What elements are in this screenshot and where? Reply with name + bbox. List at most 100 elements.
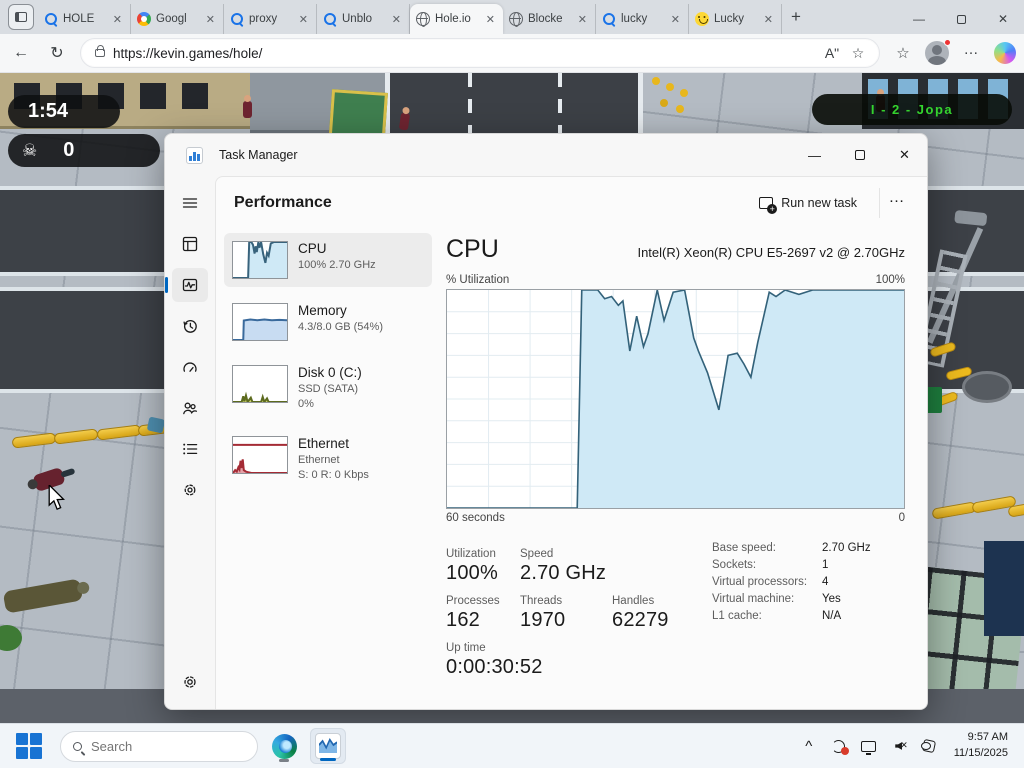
detail-label: Sockets: xyxy=(712,559,757,571)
cpu-detail-panel: CPU Intel(R) Xeon(R) CPU E5-2697 v2 @ 2.… xyxy=(438,229,927,709)
game-timer-badge: 1:54 xyxy=(8,95,120,128)
detail-value: N/A xyxy=(822,610,842,622)
task-manager-app-icon xyxy=(186,146,203,164)
stat-threads: 1970 xyxy=(520,609,566,631)
cpu-details-list: Base speed: 2.70 GHz Sockets: 1 Virtual … xyxy=(712,542,871,679)
browser-tab[interactable]: Hole.io ✕ xyxy=(410,4,503,34)
maximize-icon xyxy=(854,150,865,160)
stat-speed: 2.70 GHz xyxy=(520,562,607,584)
menu-icon xyxy=(182,198,198,208)
sidebar-item-users[interactable] xyxy=(172,391,208,425)
search-icon xyxy=(230,12,244,26)
browser-tab[interactable]: HOLE ✕ xyxy=(38,4,131,34)
clock-time: 9:57 AM xyxy=(967,731,1008,744)
sidebar-item-app-history[interactable] xyxy=(172,309,208,343)
building-left xyxy=(0,73,250,129)
tab-close-icon[interactable]: ✕ xyxy=(763,13,773,26)
browser-tab[interactable]: proxy ✕ xyxy=(224,4,317,34)
mini-chart xyxy=(232,303,288,341)
tab-close-icon[interactable]: ✕ xyxy=(112,13,122,26)
sidebar-item-services[interactable] xyxy=(172,473,208,507)
browser-tab[interactable]: lucky ✕ xyxy=(596,4,689,34)
metric-values: 4.3/8.0 GB (54%) xyxy=(298,321,383,333)
tab-close-icon[interactable]: ✕ xyxy=(205,13,215,26)
sidebar-item-performance[interactable] xyxy=(165,268,208,302)
browser-restore-button[interactable] xyxy=(940,4,982,34)
windows-taskbar: ^ ✕ 9:57 AM 11/15/2025 xyxy=(0,723,1024,768)
taskbar-clock[interactable]: 9:57 AM 11/15/2025 xyxy=(954,730,1014,762)
new-tab-button[interactable]: + xyxy=(791,7,801,26)
sidebar-item-processes[interactable] xyxy=(172,227,208,261)
browser-menu-icon[interactable]: … xyxy=(963,40,979,58)
display-icon[interactable] xyxy=(856,731,882,761)
tab-close-icon[interactable]: ✕ xyxy=(577,13,587,26)
browser-tab[interactable]: Unblo ✕ xyxy=(317,4,410,34)
tray-chevron-icon[interactable]: ^ xyxy=(805,737,813,755)
pen-menu-icon[interactable] xyxy=(916,731,942,761)
google-icon xyxy=(137,12,151,26)
performance-list-item-disk-0-c-[interactable]: Disk 0 (C:) SSD (SATA) 0% xyxy=(224,357,432,420)
back-button[interactable]: ← xyxy=(13,44,29,61)
performance-list-item-memory[interactable]: Memory 4.3/8.0 GB (54%) xyxy=(224,295,432,349)
browser-minimize-button[interactable]: — xyxy=(913,12,925,26)
sidebar-item-settings[interactable] xyxy=(172,665,208,699)
favorite-star-icon[interactable]: ☆ xyxy=(851,44,865,61)
read-aloud-icon[interactable]: Aʺ xyxy=(824,45,840,61)
favorites-bar-icon[interactable]: ☆ xyxy=(896,45,910,62)
taskbar-task-manager-button[interactable] xyxy=(310,728,346,764)
tab-close-icon[interactable]: ✕ xyxy=(670,13,680,26)
profile-avatar[interactable] xyxy=(922,38,952,68)
performance-header: Performance Run new task … xyxy=(216,177,927,229)
url-text[interactable]: https://kevin.games/hole/ xyxy=(113,45,263,61)
performance-list-item-ethernet[interactable]: Ethernet Ethernet S: 0 R: 0 Kbps xyxy=(224,428,432,491)
game-leaderboard-badge: I - 2 - Jopa xyxy=(812,94,1012,125)
more-options-icon[interactable]: … xyxy=(879,188,913,218)
detail-label: Virtual processors: xyxy=(712,576,808,588)
browser-tab-bar: HOLE ✕ Googl ✕ proxy ✕ Unblo ✕ Hole.io ✕… xyxy=(0,0,1024,34)
update-pending-icon[interactable] xyxy=(826,731,852,761)
tm-close-button[interactable]: ✕ xyxy=(899,147,910,162)
settings-gear-icon xyxy=(184,676,196,688)
start-button[interactable] xyxy=(16,733,42,759)
processes-icon xyxy=(182,236,198,252)
skull-icon: ☠ xyxy=(22,140,38,160)
taskbar-edge-button[interactable] xyxy=(266,728,302,764)
taskbar-search[interactable] xyxy=(60,730,258,762)
stat-processes: 162 xyxy=(446,609,480,631)
tm-maximize-button[interactable] xyxy=(837,135,882,175)
mini-chart xyxy=(232,435,288,474)
tab-close-icon[interactable]: ✕ xyxy=(391,13,401,26)
run-new-task-icon xyxy=(759,197,778,214)
search-icon xyxy=(323,12,337,26)
tm-minimize-button[interactable]: — xyxy=(808,147,821,163)
avatar-notification-dot xyxy=(944,39,951,46)
detail-label: L1 cache: xyxy=(712,610,762,622)
address-bar[interactable]: https://kevin.games/hole/ Aʺ ☆ xyxy=(80,38,880,68)
tab-actions-icon[interactable] xyxy=(8,4,34,30)
detail-row: Sockets: 1 xyxy=(712,559,871,571)
tab-close-icon[interactable]: ✕ xyxy=(485,13,495,26)
search-input[interactable] xyxy=(91,738,211,754)
run-new-task-button[interactable]: Run new task xyxy=(747,189,869,217)
startup-apps-icon xyxy=(183,362,197,372)
stat-utilization: 100% xyxy=(446,562,498,584)
tab-close-icon[interactable]: ✕ xyxy=(298,13,308,26)
performance-list-item-cpu[interactable]: CPU 100% 2.70 GHz xyxy=(224,233,432,287)
page-title: Performance xyxy=(234,194,332,211)
sidebar-item-menu[interactable] xyxy=(172,186,208,220)
sidebar-item-details[interactable] xyxy=(172,432,208,466)
volume-muted-icon[interactable]: ✕ xyxy=(886,731,912,761)
detail-value: 4 xyxy=(822,576,829,588)
browser-close-button[interactable]: ✕ xyxy=(997,12,1009,26)
browser-tab[interactable]: Blocke ✕ xyxy=(503,4,596,34)
metric-name: Memory xyxy=(298,303,347,318)
metric-values: 100% 2.70 GHz xyxy=(298,259,376,271)
browser-tab[interactable]: Lucky ✕ xyxy=(689,4,782,34)
search-icon xyxy=(602,12,616,26)
refresh-button[interactable]: ↻ xyxy=(50,45,64,62)
browser-tab[interactable]: Googl ✕ xyxy=(131,4,224,34)
copilot-icon[interactable] xyxy=(990,38,1020,68)
task-manager-titlebar[interactable]: Task Manager — ✕ xyxy=(165,134,927,176)
sidebar-item-startup-apps[interactable] xyxy=(172,350,208,384)
users-icon xyxy=(183,402,198,415)
